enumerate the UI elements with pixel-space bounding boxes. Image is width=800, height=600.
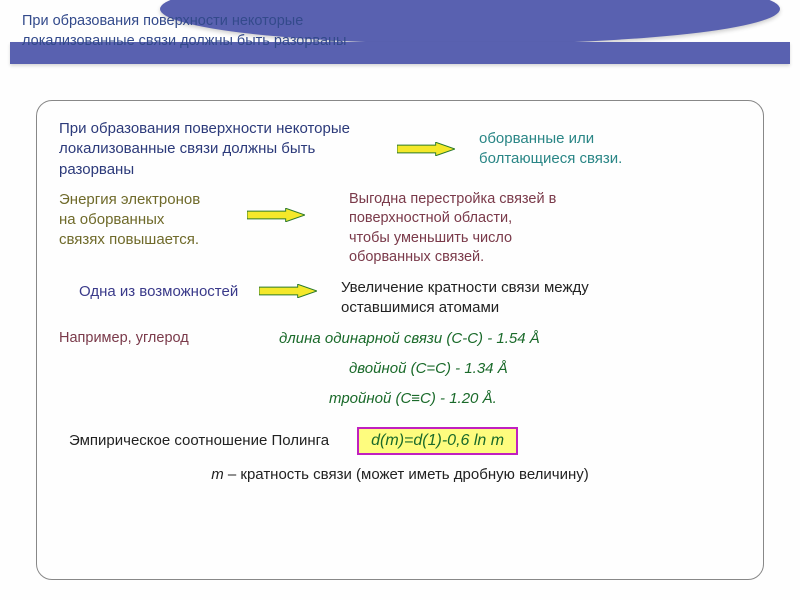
text-energy-increase: Энергия электронов на оборванных связях … [59, 190, 239, 251]
content-frame: При образования поверхности некоторые ло… [36, 100, 764, 580]
text-bond-triple: тройной (С≡С) - 1.20 Å. [329, 389, 497, 409]
row-bonds-broken: При образования поверхности некоторые ло… [59, 119, 741, 180]
text-m-note: m – кратность связи (может иметь дробную… [59, 465, 741, 485]
text-bond-order-increase: Увеличение кратности связи между оставши… [341, 278, 741, 319]
text-bond-single: длина одинарной связи (С-С) - 1.54 Å [279, 329, 540, 349]
text-restructuring: Выгодна перестройка связей в поверхностн… [349, 190, 741, 268]
row-energy: Энергия электронов на оборванных связях … [59, 190, 741, 268]
row-carbon-single: Например, углерод длина одинарной связи … [59, 329, 741, 349]
row-possibility: Одна из возможностей Увеличение кратност… [59, 278, 741, 319]
arrow-icon [397, 142, 455, 156]
text-bonds-broken: При образования поверхности некоторые ло… [59, 119, 389, 180]
header-title: При образования поверхности некоторые ло… [22, 12, 346, 51]
row-carbon-triple: тройной (С≡С) - 1.20 Å. [59, 389, 741, 409]
header-line1: При образования поверхности некоторые [22, 13, 303, 29]
m-note-rest: – кратность связи (может иметь дробную в… [224, 466, 589, 483]
arrow-icon [259, 284, 317, 298]
arrow-icon [247, 208, 305, 222]
header-line2: локализованные связи должны быть разорва… [22, 33, 346, 49]
text-bond-double: двойной (С=С) - 1.34 Å [349, 359, 508, 379]
text-dangling-bonds: оборванные или болтающиеся связи. [479, 129, 741, 170]
pauling-formula: d(m)=d(1)-0,6 ln m [357, 427, 518, 455]
text-carbon-label: Например, углерод [59, 329, 259, 349]
m-symbol: m [211, 466, 224, 483]
text-one-possibility: Одна из возможностей [79, 278, 279, 302]
slide-header: При образования поверхности некоторые ло… [10, 6, 790, 74]
row-pauling: Эмпирическое соотношение Полинга d(m)=d(… [59, 427, 741, 455]
row-carbon-double: двойной (С=С) - 1.34 Å [59, 359, 741, 379]
text-pauling-label: Эмпирическое соотношение Полинга [69, 431, 329, 451]
